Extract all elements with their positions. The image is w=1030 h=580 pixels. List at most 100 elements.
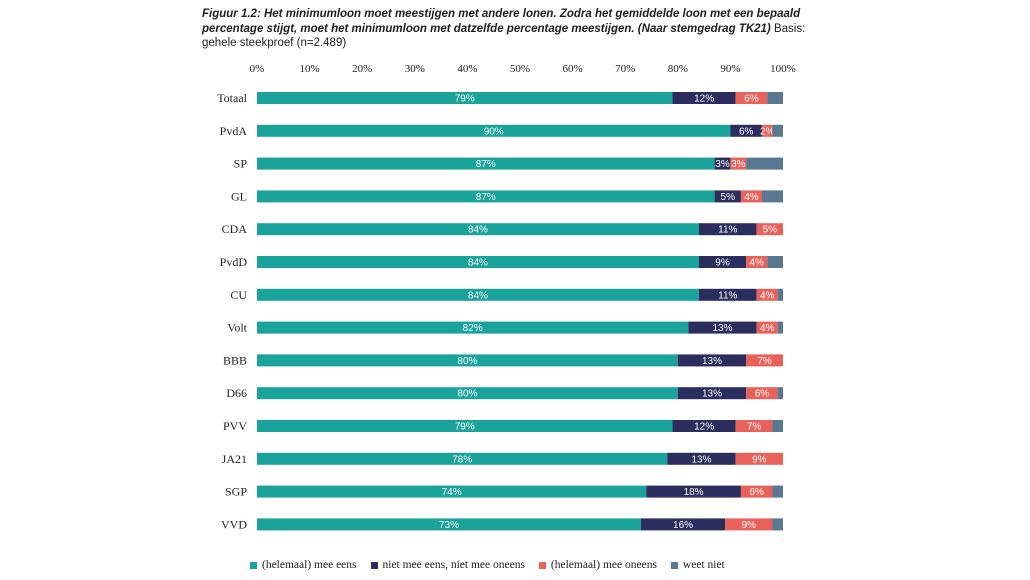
bar-segment xyxy=(740,190,762,203)
data-label: 4% xyxy=(760,290,775,301)
bar-segment xyxy=(730,124,762,137)
category-label: CDA xyxy=(222,222,248,236)
bar-segment xyxy=(640,518,726,531)
bar-segment xyxy=(257,288,699,301)
data-label: 74% xyxy=(442,487,462,498)
x-tick-label: 0% xyxy=(250,63,265,75)
legend-item: (helemaal) mee eens xyxy=(250,559,357,571)
data-label: 12% xyxy=(694,422,714,433)
data-label: 5% xyxy=(763,225,778,236)
x-tick-label: 30% xyxy=(405,63,425,75)
bar-segment xyxy=(257,256,699,268)
bar-segment xyxy=(730,157,747,170)
bar-segment xyxy=(761,190,783,203)
bar-segment xyxy=(257,387,678,400)
data-label: 2% xyxy=(760,126,775,137)
chart-title: Figuur 1.2: Het minimumloon moet meestij… xyxy=(202,7,822,51)
data-label: 79% xyxy=(455,422,475,433)
data-label: 6% xyxy=(739,126,754,137)
bar-segment xyxy=(672,420,736,432)
legend-label: (helemaal) mee eens xyxy=(262,559,357,571)
bar-segment xyxy=(257,157,715,170)
data-label: 3% xyxy=(731,159,746,170)
data-label: 84% xyxy=(468,225,488,236)
data-label: 6% xyxy=(749,487,764,498)
data-label: 11% xyxy=(718,290,737,301)
bar-segment xyxy=(257,321,689,334)
legend-label: weet niet xyxy=(682,559,725,571)
bar-segment xyxy=(772,124,783,137)
bar-segment xyxy=(746,256,768,268)
bar-segment xyxy=(672,92,736,104)
bar-segment xyxy=(777,387,783,400)
x-tick-label: 50% xyxy=(510,63,530,75)
bar-segment xyxy=(772,485,783,498)
data-label: 80% xyxy=(457,389,477,400)
data-label: 13% xyxy=(713,323,733,334)
legend-item: weet niet xyxy=(670,559,725,571)
bar-segment xyxy=(725,518,773,531)
category-label: CU xyxy=(230,288,247,302)
data-label: 13% xyxy=(691,454,711,465)
bar-segment xyxy=(714,157,731,170)
bar-segment xyxy=(746,387,778,400)
bar-segment xyxy=(772,518,783,531)
bar-segment xyxy=(756,321,778,334)
x-tick-label: 20% xyxy=(352,63,372,75)
bar-segment xyxy=(257,190,715,203)
data-label: 4% xyxy=(760,323,775,334)
x-tick-label: 90% xyxy=(720,63,740,75)
x-tick-label: 60% xyxy=(563,63,583,75)
data-label: 3% xyxy=(715,159,730,170)
bar-segment xyxy=(735,420,773,432)
data-label: 9% xyxy=(752,454,767,465)
data-label: 87% xyxy=(476,192,496,203)
category-label: Volt xyxy=(227,321,247,335)
bar-segment xyxy=(646,485,741,498)
bar-segment xyxy=(714,190,741,203)
bar-segment xyxy=(767,92,783,104)
data-label: 12% xyxy=(694,94,714,105)
bar-segment xyxy=(257,354,678,367)
category-label: VVD xyxy=(221,517,247,531)
bar-segment xyxy=(740,485,773,498)
bar-segment xyxy=(257,518,641,531)
bar-segment xyxy=(257,92,673,104)
category-label: SGP xyxy=(225,485,247,499)
data-label: 79% xyxy=(455,94,475,105)
data-label: 87% xyxy=(476,159,496,170)
category-label: PvdD xyxy=(220,255,248,269)
chart-basis: Basis: gehele steekproef (n=2.489) xyxy=(202,22,806,50)
category-label: PvdA xyxy=(220,124,248,138)
category-label: GL xyxy=(231,189,247,203)
data-label: 18% xyxy=(684,487,704,498)
bar-segment xyxy=(735,92,768,104)
bar-segment xyxy=(761,124,773,137)
data-label: 13% xyxy=(702,356,722,367)
data-label: 90% xyxy=(484,126,504,137)
stacked-bar-chart: 0% 10% 20% 30% 40% 50% 60% 70% 80% 90% 100% Totaal P… xyxy=(217,63,796,531)
data-label: 13% xyxy=(702,389,722,400)
legend-label: (helemaal) mee oneens xyxy=(550,559,657,571)
legend-swatch xyxy=(538,561,546,569)
data-label: 7% xyxy=(757,356,772,367)
legend-swatch xyxy=(370,561,378,569)
data-label: 80% xyxy=(457,356,477,367)
x-tick-label: 100% xyxy=(770,63,796,75)
bar-segment xyxy=(677,354,747,367)
bar-segment xyxy=(677,387,747,400)
legend-swatch xyxy=(670,561,678,569)
bar-segment xyxy=(257,124,731,137)
data-label: 7% xyxy=(747,422,762,433)
bar-segment xyxy=(735,452,783,465)
category-label: Totaal xyxy=(217,91,247,105)
bar-segment xyxy=(772,420,783,432)
bar-segment xyxy=(767,256,783,268)
data-label: 16% xyxy=(673,520,693,531)
bar-segment xyxy=(667,452,736,465)
category-label: D66 xyxy=(226,386,247,400)
bar-segment xyxy=(746,354,783,367)
data-label: 5% xyxy=(721,192,736,203)
bar-segment xyxy=(698,288,757,301)
data-label: 6% xyxy=(744,94,759,105)
